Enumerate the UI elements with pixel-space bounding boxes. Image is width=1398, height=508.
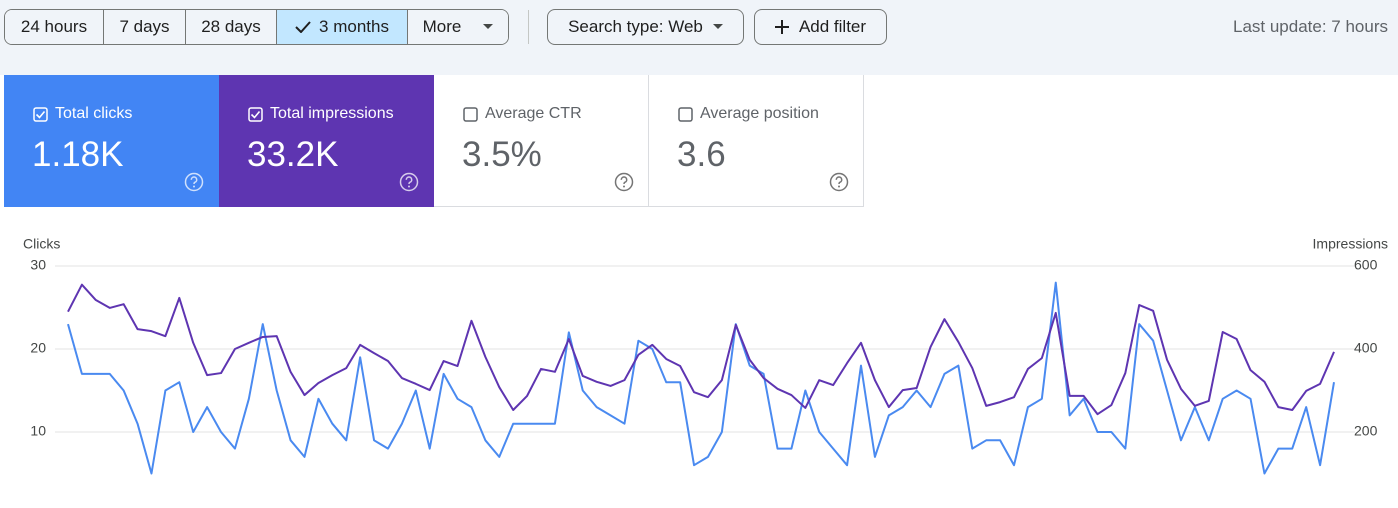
range-button[interactable]: 7 days [104,10,186,44]
check-icon [295,21,311,33]
metric-card[interactable]: Total clicks 1.18K [4,75,219,207]
metric-value: 3.6 [677,135,726,174]
metric-label: Average CTR [485,105,582,122]
range-button[interactable]: 28 days [186,10,277,44]
range-button[interactable]: More [408,10,508,44]
help-circle [614,172,634,192]
y2-tick-label: 400 [1354,340,1378,356]
caret-icon [483,24,494,29]
checkbox-box [248,107,263,122]
y2-tick-label: 600 [1354,257,1378,273]
y2-axis-title: Impressions [1313,236,1388,252]
date-range-group: 24 hours 7 days 28 days 3 months More [4,9,509,45]
metric-value: 1.18K [32,135,124,174]
series-line [67,281,1335,475]
button-label: Add filter [798,17,867,36]
range-label: More [422,17,462,36]
checkbox [678,107,693,122]
checkbox-box [678,107,693,122]
y-axis-title: Clicks [23,236,60,252]
range-label: 7 days [119,17,170,36]
check [295,21,311,33]
series-line [67,283,1335,416]
y2-tick-label: 200 [1354,423,1378,439]
metric-card[interactable]: Total impressions 33.2K [219,75,434,207]
caret-icon [712,24,723,29]
metric-value: 33.2K [247,135,339,174]
metric-label: Average position [700,105,819,122]
last-update: Last update: 7 hours [1233,17,1389,36]
help-dot [623,185,625,188]
help-dot [838,185,840,188]
help-circle [184,172,204,192]
checkbox-tick [35,110,46,119]
help-circle [399,172,419,192]
toolbar: 24 hours 7 days 28 days 3 months More Search… [0,0,1398,75]
caret [483,24,494,29]
checkbox-box [463,107,478,122]
range-button[interactable]: 24 hours [5,10,104,44]
help-mark [620,176,628,185]
metric-value: 3.5% [462,135,542,174]
y-tick-label: 10 [30,423,46,439]
checkbox-box [33,107,48,122]
help-icon [399,172,419,192]
checkbox [463,107,478,122]
help-dot [193,185,195,188]
help-mark [835,176,843,185]
checkbox-tick [250,110,261,119]
divider [528,10,529,44]
add-filter-button[interactable]: Add filter [754,9,887,45]
metric-label: Total clicks [55,105,133,122]
chart: Clicks Impressions 10 20 30 200 400 600 [23,236,1388,475]
metric-card[interactable]: Average position 3.6 [649,75,864,207]
range-label: 24 hours [20,17,88,36]
help-icon [829,172,849,192]
y-tick-label: 30 [30,257,46,273]
help-mark [190,176,198,185]
metric-label: Total impressions [270,105,394,122]
help-icon [184,172,204,192]
plus-icon [774,20,789,34]
help-dot [408,185,410,188]
help-circle [829,172,849,192]
button-label: Search type: Web [568,17,703,36]
metric-card[interactable]: Average CTR 3.5% [434,75,649,207]
range-label: 3 months [319,17,389,36]
checkbox [33,107,48,122]
y-tick-label: 20 [30,340,46,356]
range-button[interactable]: 3 months [277,10,408,44]
search-type-button[interactable]: Search type: Web [547,9,744,45]
help-icon [614,172,634,192]
range-label: 28 days [201,17,261,36]
help-mark [405,176,413,185]
checkbox [248,107,263,122]
